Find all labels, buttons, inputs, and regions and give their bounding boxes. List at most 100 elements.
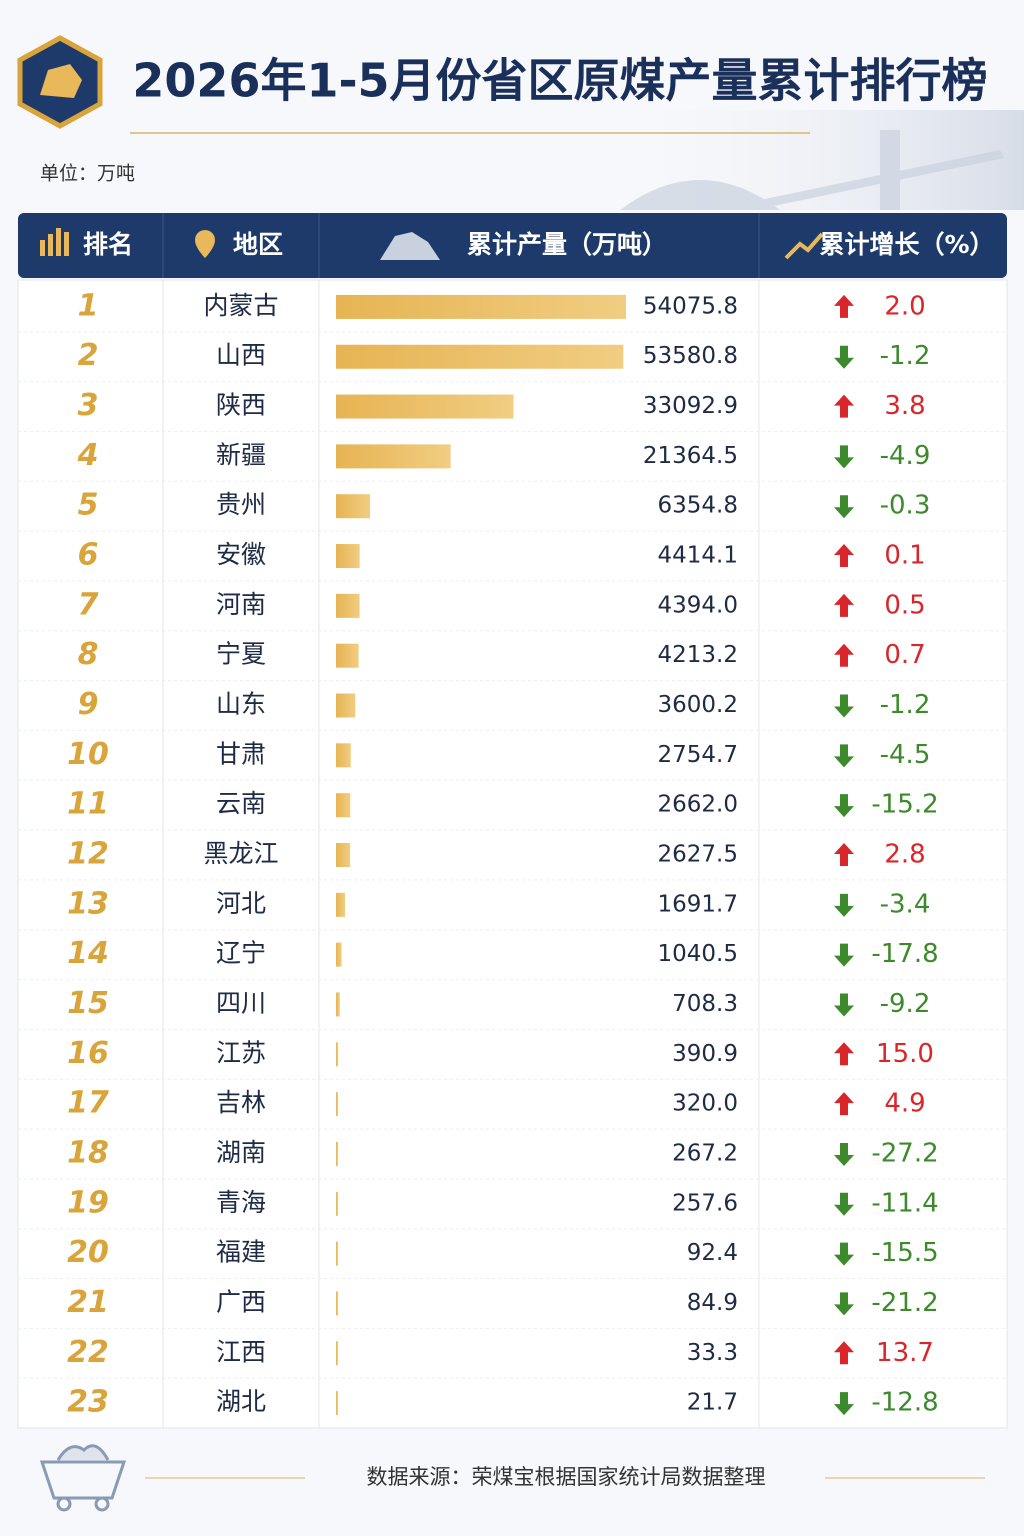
growth-arrow	[834, 1292, 854, 1316]
growth-value: -27.2	[871, 1138, 938, 1168]
region: 四川	[216, 988, 266, 1017]
production-value: 21364.5	[643, 443, 738, 469]
growth-value: -15.2	[871, 790, 938, 820]
growth-value: 0.1	[884, 541, 925, 571]
production-bar	[336, 1391, 338, 1416]
cart-icon	[39, 1444, 127, 1512]
rank: 17	[67, 1086, 109, 1121]
region: 河南	[216, 590, 266, 619]
rank: 8	[78, 637, 99, 672]
production-value: 1691.7	[658, 891, 738, 917]
region: 宁夏	[216, 640, 266, 669]
rank: 5	[78, 488, 99, 523]
table-body	[17, 279, 1008, 1429]
production-bar	[336, 1191, 338, 1216]
growth-arrow	[834, 744, 854, 768]
region: 甘肃	[216, 739, 266, 768]
growth-value: 0.5	[884, 590, 925, 620]
table-header	[18, 213, 1007, 278]
growth-value: 2.0	[884, 291, 925, 321]
production-bar	[336, 643, 359, 668]
region: 江苏	[216, 1038, 266, 1067]
rank: 2	[78, 338, 99, 373]
rank: 3	[78, 388, 99, 423]
growth-arrow	[834, 394, 854, 418]
region: 新疆	[216, 440, 266, 469]
growth-value: -4.5	[880, 740, 931, 770]
rank: 1	[78, 288, 99, 323]
production-bar	[336, 942, 342, 967]
production-bar	[336, 892, 346, 917]
growth-value: -11.4	[871, 1188, 938, 1218]
rank: 14	[67, 936, 109, 971]
region: 福建	[216, 1238, 266, 1267]
rank: 11	[67, 787, 109, 822]
rank: 23	[67, 1385, 109, 1420]
rank: 19	[67, 1185, 109, 1220]
region: 辽宁	[216, 939, 266, 968]
growth-value: 2.8	[884, 840, 925, 870]
unit: 单位：万吨	[40, 163, 135, 185]
growth-value: -1.2	[880, 690, 931, 720]
production-bar	[336, 344, 624, 369]
production-bar	[336, 1092, 338, 1117]
growth-arrow	[834, 843, 854, 866]
production-value: 4394.0	[658, 592, 738, 618]
growth-arrow	[834, 495, 854, 519]
production-bar	[336, 743, 351, 768]
growth-value: -21.2	[871, 1288, 938, 1318]
growth-arrow	[834, 893, 854, 917]
growth-value: 0.7	[884, 640, 925, 670]
production-bar	[336, 494, 371, 519]
region: 河北	[216, 889, 266, 918]
production-bar	[336, 544, 360, 569]
region: 吉林	[216, 1088, 266, 1117]
growth-arrow	[834, 1392, 854, 1416]
rank: 20	[67, 1235, 109, 1270]
growth-arrow	[834, 993, 854, 1017]
production-bar	[336, 693, 356, 718]
growth-value: -0.3	[880, 491, 931, 521]
production-bar	[336, 593, 360, 618]
production-bar	[336, 1141, 338, 1166]
production-value: 4213.2	[658, 642, 738, 668]
growth-value: -3.4	[880, 889, 931, 919]
production-value: 54075.8	[643, 293, 738, 319]
production-bar	[336, 793, 351, 818]
region: 湖北	[216, 1387, 266, 1416]
growth-value: -15.5	[871, 1238, 938, 1268]
region: 青海	[216, 1188, 266, 1217]
region: 江西	[216, 1337, 266, 1366]
growth-value: -1.2	[880, 341, 931, 371]
production-value: 6354.8	[658, 493, 738, 519]
region: 陕西	[216, 391, 266, 420]
region: 内蒙古	[203, 291, 278, 320]
production-bar	[336, 444, 451, 469]
growth-value: -4.9	[880, 441, 931, 471]
production-value: 267.2	[672, 1140, 738, 1166]
production-value: 390.9	[672, 1041, 738, 1067]
source: 数据来源：荣煤宝根据国家统计局数据整理	[367, 1465, 766, 1489]
mine-silhouette	[620, 130, 1004, 210]
production-value: 320.0	[672, 1091, 738, 1117]
region: 湖南	[216, 1138, 266, 1167]
header-dividers	[162, 213, 760, 278]
growth-arrow	[834, 1092, 854, 1116]
production-value: 2662.0	[658, 792, 738, 818]
growth-arrow	[834, 294, 854, 318]
growth-arrow	[834, 1192, 854, 1216]
growth-arrow	[834, 794, 854, 818]
growth-value: 3.8	[884, 391, 925, 421]
column-dividers	[162, 280, 760, 1428]
title: 2026年1-5月份省区原煤产量累计排行榜	[132, 54, 987, 108]
production-value: 2627.5	[658, 842, 738, 868]
production-value: 4414.1	[658, 543, 738, 569]
production-bar	[336, 1241, 338, 1266]
growth-arrow	[834, 544, 854, 568]
growth-value: 13.7	[876, 1338, 934, 1368]
growth-arrow	[834, 345, 854, 369]
rank: 16	[67, 1036, 109, 1071]
logo	[17, 35, 103, 129]
growth-arrow	[834, 445, 854, 469]
